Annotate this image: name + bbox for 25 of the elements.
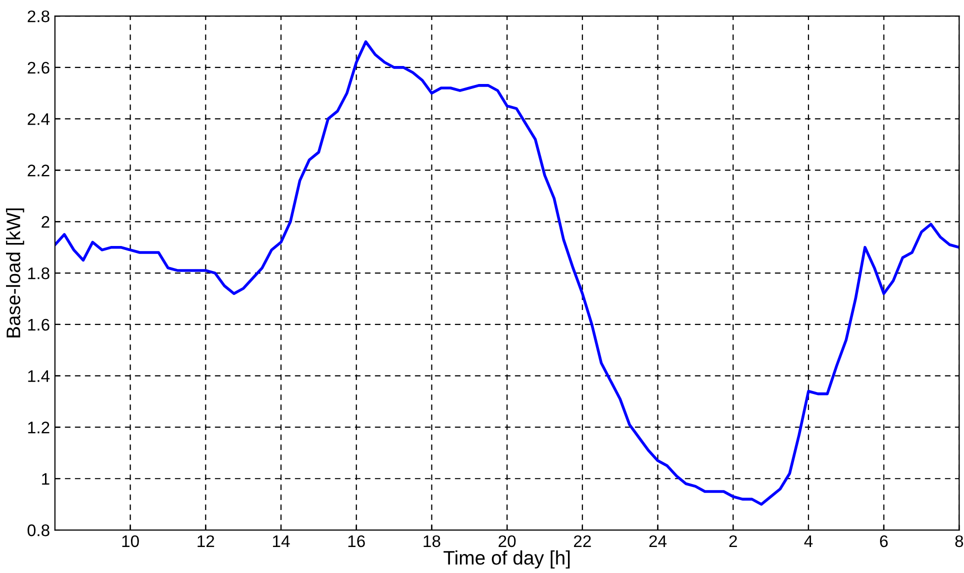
- y-tick-label: 1.4: [28, 370, 50, 382]
- x-tick-label: 10: [122, 535, 139, 548]
- y-tick-label: 0.8: [28, 524, 50, 536]
- y-tick-label: 1: [42, 473, 50, 485]
- y-tick-label: 2.8: [28, 10, 50, 22]
- x-tick-label: 2: [729, 535, 737, 547]
- x-tick-label: 16: [348, 535, 365, 548]
- x-axis-title: Time of day [h]: [444, 550, 570, 569]
- x-tick-label: 24: [649, 535, 667, 547]
- y-tick-label: 1.2: [28, 422, 50, 434]
- x-tick-label: 6: [880, 535, 888, 548]
- x-tick-label: 20: [498, 535, 516, 548]
- y-tick-label: 2.4: [28, 113, 50, 125]
- y-tick-label: 1.6: [28, 318, 50, 331]
- y-tick-label: 2.6: [28, 62, 50, 74]
- y-axis-title: Base-load [kW]: [6, 208, 24, 338]
- x-tick-label: 8: [955, 535, 964, 548]
- x-tick-label: 12: [198, 535, 214, 547]
- x-tick-label: 18: [424, 535, 440, 548]
- y-tick-label: 2.2: [28, 164, 50, 176]
- y-tick-label: 2: [42, 216, 50, 228]
- y-tick-label: 1.8: [28, 267, 50, 280]
- x-tick-label: 22: [574, 535, 591, 547]
- x-tick-label: 14: [273, 536, 290, 547]
- x-tick-label: 4: [804, 536, 813, 547]
